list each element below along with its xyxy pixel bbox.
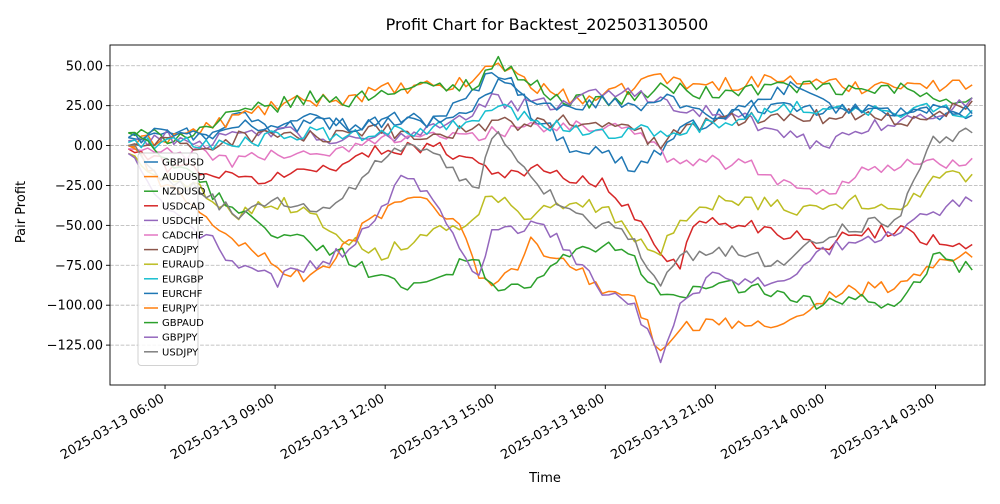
- legend-label: GBPAUD: [162, 318, 204, 329]
- legend-label: GBPUSD: [162, 158, 204, 169]
- y-tick-label: −25.00: [55, 179, 103, 194]
- series-line-nzdusd: [128, 55, 973, 145]
- series-line-gbpaud: [128, 131, 973, 310]
- y-tick-label: −125.00: [47, 339, 103, 354]
- chart-title: Profit Chart for Backtest_202503130500: [386, 15, 709, 35]
- y-tick-label: −50.00: [55, 219, 103, 234]
- series-line-gbpjpy: [127, 152, 973, 364]
- legend-label: EURAUD: [162, 260, 204, 271]
- x-axis-label: Time: [528, 471, 561, 486]
- series-line-usdjpy: [128, 127, 973, 287]
- y-tick-label: −100.00: [47, 299, 103, 314]
- y-tick-label: 0.00: [74, 139, 103, 154]
- y-tick-label: 25.00: [66, 99, 103, 114]
- y-tick-label: 50.00: [66, 59, 103, 74]
- legend-label: GBPJPY: [162, 333, 198, 344]
- legend-label: USDJPY: [162, 347, 199, 358]
- legend-label: EURJPY: [162, 304, 198, 315]
- legend-label: NZDUSD: [162, 187, 206, 198]
- series-line-euraud: [128, 152, 973, 261]
- series-line-usdchf: [128, 87, 973, 150]
- legend-label: AUDUSD: [162, 172, 206, 183]
- series-line-eurgbp: [128, 100, 973, 151]
- y-axis-label: Pair Profit: [14, 181, 29, 243]
- legend-label: EURGBP: [162, 274, 203, 285]
- series-line-usdcad: [127, 141, 973, 270]
- legend-label: USDCAD: [162, 201, 205, 212]
- plot-frame: [109, 44, 986, 386]
- series-line-eurjpy: [127, 144, 973, 352]
- series-layer: [127, 55, 973, 364]
- y-tick-label: −75.00: [55, 259, 103, 274]
- legend-label: EURCHF: [162, 289, 203, 300]
- legend-label: USDCHF: [162, 216, 204, 227]
- legend: GBPUSD AUDUSD NZDUSD USDCAD USDCHF CADCHF CADJ…: [137, 152, 206, 366]
- legend-label: CADJPY: [162, 245, 199, 256]
- legend-label: CADCHF: [162, 231, 204, 242]
- series-line-eurchf: [127, 78, 973, 144]
